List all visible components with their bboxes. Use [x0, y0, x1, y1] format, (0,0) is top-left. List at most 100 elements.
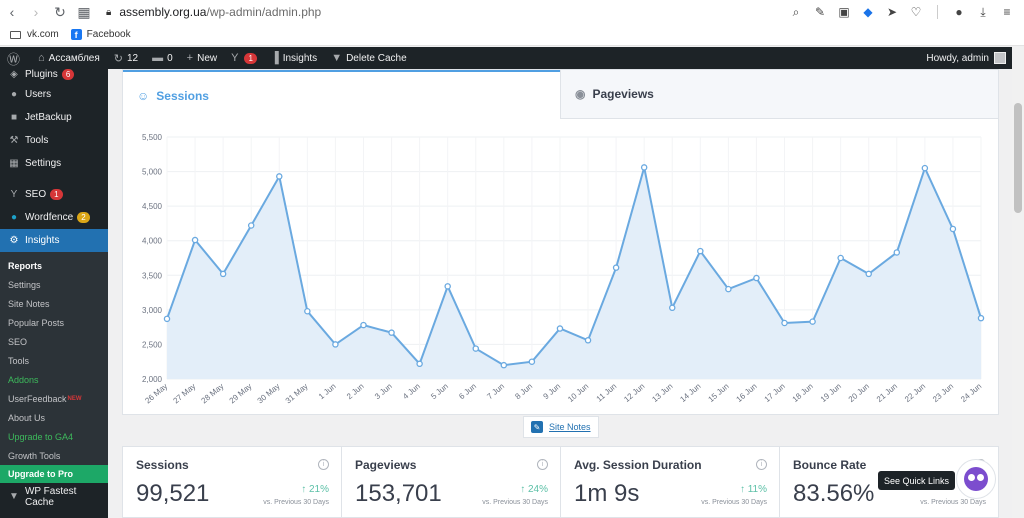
yoast-icon: Y	[231, 52, 239, 64]
shield-icon[interactable]: ◆	[863, 5, 873, 19]
bookmark-vk[interactable]: vk.com	[10, 29, 59, 40]
submenu-tools[interactable]: Tools	[8, 355, 30, 366]
x-tick-label: 22 Jun	[903, 382, 927, 404]
updates-menu[interactable]: ↻ 12	[107, 47, 145, 69]
sidebar-item-label: Plugins	[25, 69, 58, 80]
data-point	[416, 360, 423, 368]
info-icon[interactable]: i	[756, 459, 767, 470]
site-notes-button[interactable]: ✎ Site Notes	[523, 416, 599, 438]
send-icon[interactable]: ➤	[886, 5, 898, 19]
updates-icon: ↻	[113, 52, 123, 65]
reload-icon[interactable]: ↻	[54, 3, 66, 20]
stat-title: Pageviews	[355, 458, 417, 472]
submenu-seo[interactable]: SEO	[8, 336, 28, 347]
page-scrollbar[interactable]	[1012, 47, 1024, 518]
menu-icon[interactable]: ≡	[1003, 5, 1011, 19]
x-tick-label: 14 Jun	[678, 382, 702, 404]
stat-value: 99,521	[136, 480, 210, 507]
submenu-reports[interactable]: Reports	[8, 260, 43, 271]
submenu-site-notes[interactable]: Site Notes	[8, 298, 50, 309]
stat-prev: vs. Previous 30 Days	[482, 499, 548, 506]
account-menu[interactable]: Howdy, admin	[926, 47, 1006, 69]
data-point	[388, 329, 395, 336]
profile-icon[interactable]: ●	[955, 5, 963, 19]
x-tick-label: 7 Jun	[485, 382, 506, 401]
info-icon[interactable]: i	[537, 459, 548, 470]
info-icon[interactable]: i	[318, 459, 329, 470]
download-icon[interactable]: ⤓	[980, 4, 986, 19]
submenu-settings[interactable]: Settings	[8, 279, 41, 290]
submenu-about-us[interactable]: About Us	[8, 412, 46, 423]
sidebar-item-label: WP Fastest Cache	[24, 485, 77, 508]
site-name: Ассамблея	[48, 52, 100, 64]
submenu-userfeedback[interactable]: UserFeedback NEW	[0, 389, 108, 408]
chart-tabs: ☺ Sessions ◉ Pageviews	[123, 70, 998, 119]
scrollbar-thumb[interactable]	[1014, 103, 1022, 213]
delete-cache-label: Delete Cache	[346, 52, 407, 64]
data-point	[163, 315, 171, 323]
delete-cache-menu[interactable]: ▼ Delete Cache	[324, 47, 413, 69]
bookmark-label: vk.com	[27, 29, 59, 40]
data-point	[191, 236, 199, 244]
data-point	[219, 270, 227, 278]
submenu-addons[interactable]: Addons	[8, 374, 39, 385]
back-icon[interactable]: ‹	[9, 4, 15, 20]
sidebar-item-label: Insights	[25, 235, 60, 246]
address-bar[interactable]: 🔒︎ assembly.org.ua/wp-admin/admin.php	[106, 5, 321, 19]
bookmark-facebook[interactable]: f Facebook	[70, 29, 131, 40]
insights-menu[interactable]: ▐ Insights	[264, 47, 324, 69]
new-badge: NEW	[67, 395, 82, 402]
howdy-text: Howdy, admin	[926, 52, 989, 64]
x-tick-label: 19 Jun	[819, 382, 843, 404]
plugins-badge: 6	[61, 69, 75, 80]
x-tick-label: 5 Jun	[429, 382, 450, 401]
data-point	[949, 225, 957, 233]
backup-icon: ■	[10, 112, 18, 123]
tab-pageviews[interactable]: ◉ Pageviews	[560, 70, 998, 119]
data-point	[332, 341, 339, 348]
new-content-menu[interactable]: + New	[180, 47, 224, 69]
submenu-growth-tools[interactable]: Growth Tools	[8, 450, 61, 461]
stat-value: 1m 9s	[574, 480, 640, 507]
sidebar-item-settings[interactable]: ▦ Settings	[0, 152, 108, 175]
lock-icon: 🔒︎	[106, 6, 112, 18]
tools-icon: ⚒	[9, 135, 19, 146]
url-host: assembly.org.ua	[119, 5, 207, 19]
data-point	[612, 264, 620, 271]
search-icon[interactable]: ⌕	[792, 4, 800, 19]
forward-icon[interactable]: ›	[33, 4, 39, 20]
sidebar-item-tools[interactable]: ⚒ Tools	[0, 129, 108, 152]
sidebar-item-wp-fastest-cache[interactable]: ▼ WP Fastest Cache	[0, 483, 108, 510]
heart-icon[interactable]: ♡	[910, 5, 922, 19]
tab-sessions[interactable]: ☺ Sessions	[123, 70, 560, 119]
edit-icon[interactable]: ✎	[814, 5, 826, 19]
stats-row: Sessions i 99,521 ↑ 21% vs. Previous 30 …	[122, 446, 999, 518]
sidebar-item-jetbackup[interactable]: ■ JetBackup	[0, 106, 108, 129]
x-tick-label: 4 Jun	[401, 382, 422, 401]
sidebar-item-insights[interactable]: ⚙ Insights	[0, 229, 108, 252]
submenu-upgrade-ga4[interactable]: Upgrade to GA4	[8, 431, 74, 442]
wp-logo-menu[interactable]: Ⓦ	[0, 47, 31, 69]
monster-icon	[964, 467, 988, 491]
camera-icon[interactable]: ▣	[838, 5, 850, 19]
stat-prev: vs. Previous 30 Days	[701, 499, 767, 506]
report-chart-card: ☺ Sessions ◉ Pageviews 2,000 2,500 3,000 3,…	[122, 69, 999, 415]
site-notes-label: Site Notes	[549, 422, 591, 432]
site-name-menu[interactable]: ⌂ Ассамблея	[31, 47, 107, 69]
data-point	[753, 274, 760, 282]
grid-icon[interactable]: ▦	[77, 3, 91, 20]
sidebar-item-users[interactable]: ● Users	[0, 83, 108, 106]
quick-links-button[interactable]	[956, 459, 996, 499]
stat-change-value: 11%	[747, 484, 767, 495]
seo-badge: 1	[50, 189, 63, 200]
x-tick-label: 17 Jun	[763, 382, 787, 404]
y-tick-label: 4,500	[142, 202, 163, 211]
sidebar-item-wordfence[interactable]: ● Wordfence 2	[0, 206, 108, 229]
sidebar-item-plugins[interactable]: ◈ Plugins 6	[0, 69, 108, 83]
submenu-upgrade-pro[interactable]: Upgrade to Pro	[0, 465, 108, 483]
submenu-popular-posts[interactable]: Popular Posts	[8, 317, 65, 328]
comments-menu[interactable]: ▬ 0	[145, 47, 180, 69]
sidebar-item-seo[interactable]: Y SEO 1	[0, 183, 108, 206]
insights-icon: ⚙	[9, 235, 19, 246]
